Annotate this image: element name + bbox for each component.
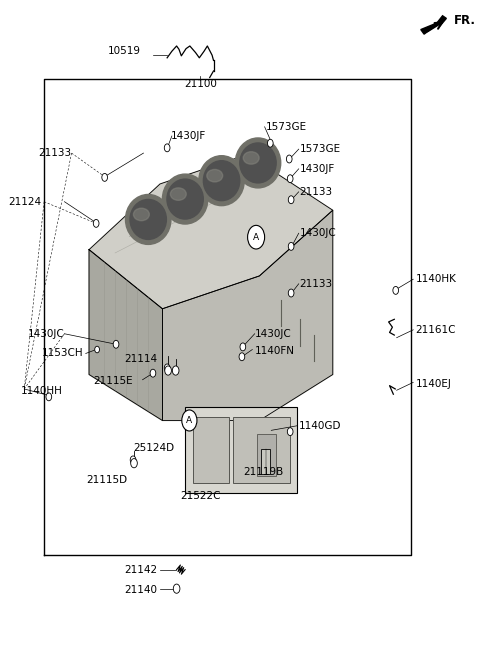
Text: 21115D: 21115D — [86, 474, 127, 485]
Text: 21119B: 21119B — [243, 466, 283, 477]
Circle shape — [288, 175, 293, 183]
Text: 21161C: 21161C — [416, 325, 456, 335]
Text: 1573GE: 1573GE — [265, 122, 307, 132]
Circle shape — [130, 456, 136, 464]
Bar — [261, 449, 270, 474]
Text: 1573GE: 1573GE — [300, 144, 341, 154]
Polygon shape — [89, 154, 333, 309]
Circle shape — [164, 144, 170, 152]
Circle shape — [267, 139, 273, 147]
Circle shape — [393, 286, 398, 294]
Circle shape — [240, 343, 246, 351]
Text: 1430JF: 1430JF — [300, 164, 335, 174]
Circle shape — [287, 155, 292, 163]
Ellipse shape — [204, 161, 240, 200]
Circle shape — [164, 364, 170, 372]
Circle shape — [102, 173, 108, 181]
Bar — [233, 417, 290, 483]
Circle shape — [172, 366, 179, 375]
Circle shape — [131, 459, 137, 468]
Circle shape — [173, 584, 180, 593]
Text: 21140: 21140 — [125, 585, 157, 595]
Text: A: A — [186, 416, 192, 425]
Text: 1430JC: 1430JC — [255, 328, 291, 339]
Polygon shape — [162, 210, 333, 420]
Text: 1430JC: 1430JC — [300, 228, 336, 238]
Circle shape — [288, 196, 294, 204]
Ellipse shape — [162, 174, 208, 224]
Text: 1430JF: 1430JF — [171, 131, 206, 141]
Polygon shape — [89, 250, 162, 420]
Ellipse shape — [130, 200, 167, 239]
Text: 21114: 21114 — [124, 354, 157, 365]
Circle shape — [288, 428, 293, 436]
Circle shape — [95, 346, 99, 353]
Ellipse shape — [133, 208, 149, 221]
Ellipse shape — [125, 194, 171, 244]
Ellipse shape — [167, 179, 204, 219]
Ellipse shape — [170, 188, 186, 200]
Text: 1140HK: 1140HK — [416, 274, 456, 284]
Circle shape — [165, 366, 171, 375]
Text: 21142: 21142 — [124, 564, 157, 575]
Circle shape — [288, 289, 294, 297]
Text: 25124D: 25124D — [133, 443, 174, 453]
Ellipse shape — [235, 138, 281, 188]
Text: 21133: 21133 — [38, 148, 72, 158]
Text: 1140GD: 1140GD — [299, 420, 341, 431]
Circle shape — [239, 353, 245, 361]
Text: 1140HH: 1140HH — [21, 386, 62, 396]
Text: 10519: 10519 — [108, 45, 141, 56]
Text: 1140FN: 1140FN — [255, 346, 295, 357]
Circle shape — [46, 393, 52, 401]
Text: 21100: 21100 — [184, 79, 216, 89]
Text: 21124: 21124 — [9, 196, 42, 207]
Circle shape — [248, 225, 264, 249]
Text: 21133: 21133 — [300, 187, 333, 197]
Bar — [193, 417, 228, 483]
Text: 21115E: 21115E — [94, 376, 133, 386]
Circle shape — [93, 219, 99, 227]
Text: FR.: FR. — [454, 14, 476, 28]
Ellipse shape — [243, 152, 259, 164]
Circle shape — [288, 242, 294, 250]
Ellipse shape — [207, 170, 223, 182]
Ellipse shape — [199, 156, 244, 206]
Text: 1430JC: 1430JC — [28, 328, 64, 339]
Ellipse shape — [240, 143, 276, 183]
Text: 1153CH: 1153CH — [42, 348, 84, 359]
Text: A: A — [253, 233, 259, 242]
Bar — [185, 407, 297, 493]
Text: 21522C: 21522C — [180, 491, 220, 501]
Circle shape — [113, 340, 119, 348]
Text: 21133: 21133 — [300, 279, 333, 289]
Circle shape — [182, 410, 197, 431]
Text: 1140EJ: 1140EJ — [416, 379, 452, 390]
Bar — [257, 434, 276, 476]
Circle shape — [150, 369, 156, 377]
Polygon shape — [421, 16, 446, 34]
